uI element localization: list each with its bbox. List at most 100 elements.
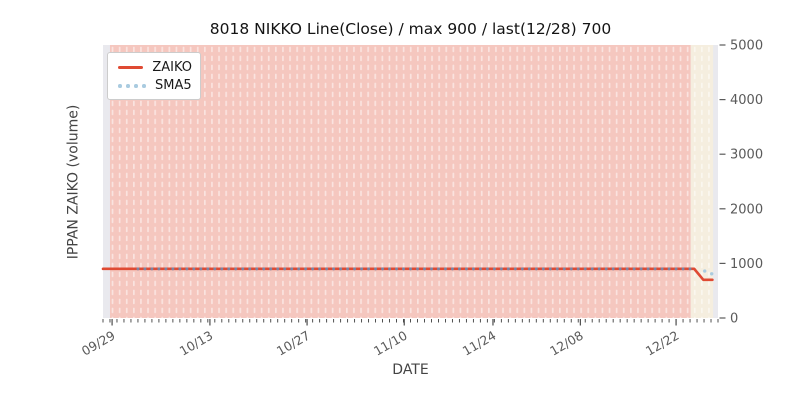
sma5-dot — [576, 267, 580, 271]
sma5-dot — [234, 267, 238, 271]
sma5-dot — [555, 267, 559, 271]
sma5-dot — [422, 267, 426, 271]
sma5-dot — [136, 267, 140, 271]
sma5-dot — [290, 267, 294, 271]
sma5-dot — [471, 267, 475, 271]
sma5-dot — [625, 267, 629, 271]
sma5-dot — [199, 267, 203, 271]
sma5-dot — [604, 267, 608, 271]
zaiko-line-sample — [118, 65, 144, 69]
sma5-dot — [262, 267, 266, 271]
legend: ZAIKO SMA5 — [107, 52, 201, 100]
sma5-dot — [206, 267, 210, 271]
sma5-dot — [639, 267, 643, 271]
sma5-dot — [150, 267, 154, 271]
x-tick-label: 11/10 — [371, 328, 410, 359]
sma5-dot — [506, 267, 510, 271]
sma5-dot — [688, 267, 692, 271]
sma5-dot — [597, 267, 601, 271]
sma5-dot — [283, 267, 287, 271]
sma5-dot — [143, 267, 147, 271]
sma5-dot — [178, 267, 182, 271]
sma5-dot — [653, 267, 657, 271]
sma5-dot — [255, 267, 259, 271]
sma5-dot — [374, 267, 378, 271]
sma5-dot — [618, 267, 622, 271]
sma5-dot — [520, 267, 524, 271]
chart-title: 8018 NIKKO Line(Close) / max 900 / last(… — [209, 20, 612, 38]
sma5-dot — [164, 267, 168, 271]
sma5-dot — [499, 267, 503, 271]
sma5-dot — [360, 267, 364, 271]
sma5-dot — [192, 267, 196, 271]
x-tick-label: 10/13 — [177, 328, 216, 359]
legend-item-zaiko: ZAIKO — [118, 58, 192, 77]
sma5-dot — [367, 267, 371, 271]
sma5-dot — [611, 267, 615, 271]
legend-label-zaiko: ZAIKO — [152, 59, 192, 75]
x-tick-label: 12/22 — [643, 328, 682, 359]
sma5-dot — [269, 267, 273, 271]
sma5-dot — [276, 267, 280, 271]
sma5-dot — [513, 267, 517, 271]
sma5-dot — [548, 267, 552, 271]
sma5-dot — [681, 267, 685, 271]
x-tick-label: 11/24 — [460, 328, 499, 359]
y-tick-label: 0 — [730, 312, 738, 327]
sma5-dot — [527, 267, 531, 271]
sma5-dot — [311, 267, 315, 271]
sma5-dots-sample — [118, 84, 146, 88]
sma5-dot — [409, 267, 412, 271]
sma5-dot — [241, 267, 245, 271]
sma5-dot — [415, 267, 419, 271]
sma5-dot — [157, 267, 161, 271]
sma5-dot — [304, 267, 308, 271]
sma5-dot — [429, 267, 433, 271]
sma5-dot — [464, 267, 468, 271]
sma5-dot — [318, 267, 322, 271]
sma5-dot — [346, 267, 350, 271]
sma5-dot — [443, 267, 447, 271]
sma5-dot — [457, 267, 461, 271]
sma5-dot — [248, 267, 252, 271]
legend-item-sma5: SMA5 — [118, 77, 192, 96]
sma5-dot — [710, 272, 714, 276]
sma5-dot — [667, 267, 671, 271]
y-tick-label: 4000 — [730, 93, 763, 108]
sma5-dot — [171, 267, 175, 271]
tail-fill-region-stripes — [690, 45, 714, 318]
zaiko-line — [101, 267, 714, 282]
sma5-dot — [534, 267, 538, 271]
x-tick-label: 12/08 — [547, 328, 586, 359]
sma5-dot — [339, 267, 343, 271]
sma5-dot — [402, 267, 406, 271]
sma5-dot — [388, 267, 392, 271]
sma5-dot — [213, 267, 217, 271]
y-tick-label: 1000 — [730, 257, 763, 272]
sma5-dot — [381, 267, 385, 271]
y-axis-label-text: IPPAN ZAIKO (volume) — [65, 104, 81, 259]
sma5-dot — [562, 267, 566, 271]
sma5-dot — [325, 267, 329, 271]
y-axis-label: IPPAN ZAIKO (volume) — [58, 45, 88, 318]
y-tick-label: 3000 — [730, 148, 763, 163]
sma5-dot — [185, 267, 189, 271]
sma5-dot — [297, 267, 301, 271]
sma5-dot — [332, 267, 336, 271]
volume-fill-region-stripes — [109, 45, 691, 318]
sma5-dot — [646, 267, 650, 271]
sma5-dot — [674, 267, 678, 271]
x-axis-label: DATE — [392, 362, 429, 378]
sma5-dot — [227, 267, 231, 271]
sma5-dot — [485, 267, 489, 271]
sma5-dot — [590, 267, 594, 271]
sma5-dot — [569, 267, 573, 271]
x-tick-label: 09/29 — [79, 328, 118, 359]
sma5-dot — [450, 267, 454, 271]
sma5-dot — [541, 267, 545, 271]
x-tick-label: 10/27 — [274, 328, 313, 359]
y-tick-label: 2000 — [730, 202, 763, 217]
sma5-dot — [478, 267, 482, 271]
sma5-dot — [660, 267, 664, 271]
